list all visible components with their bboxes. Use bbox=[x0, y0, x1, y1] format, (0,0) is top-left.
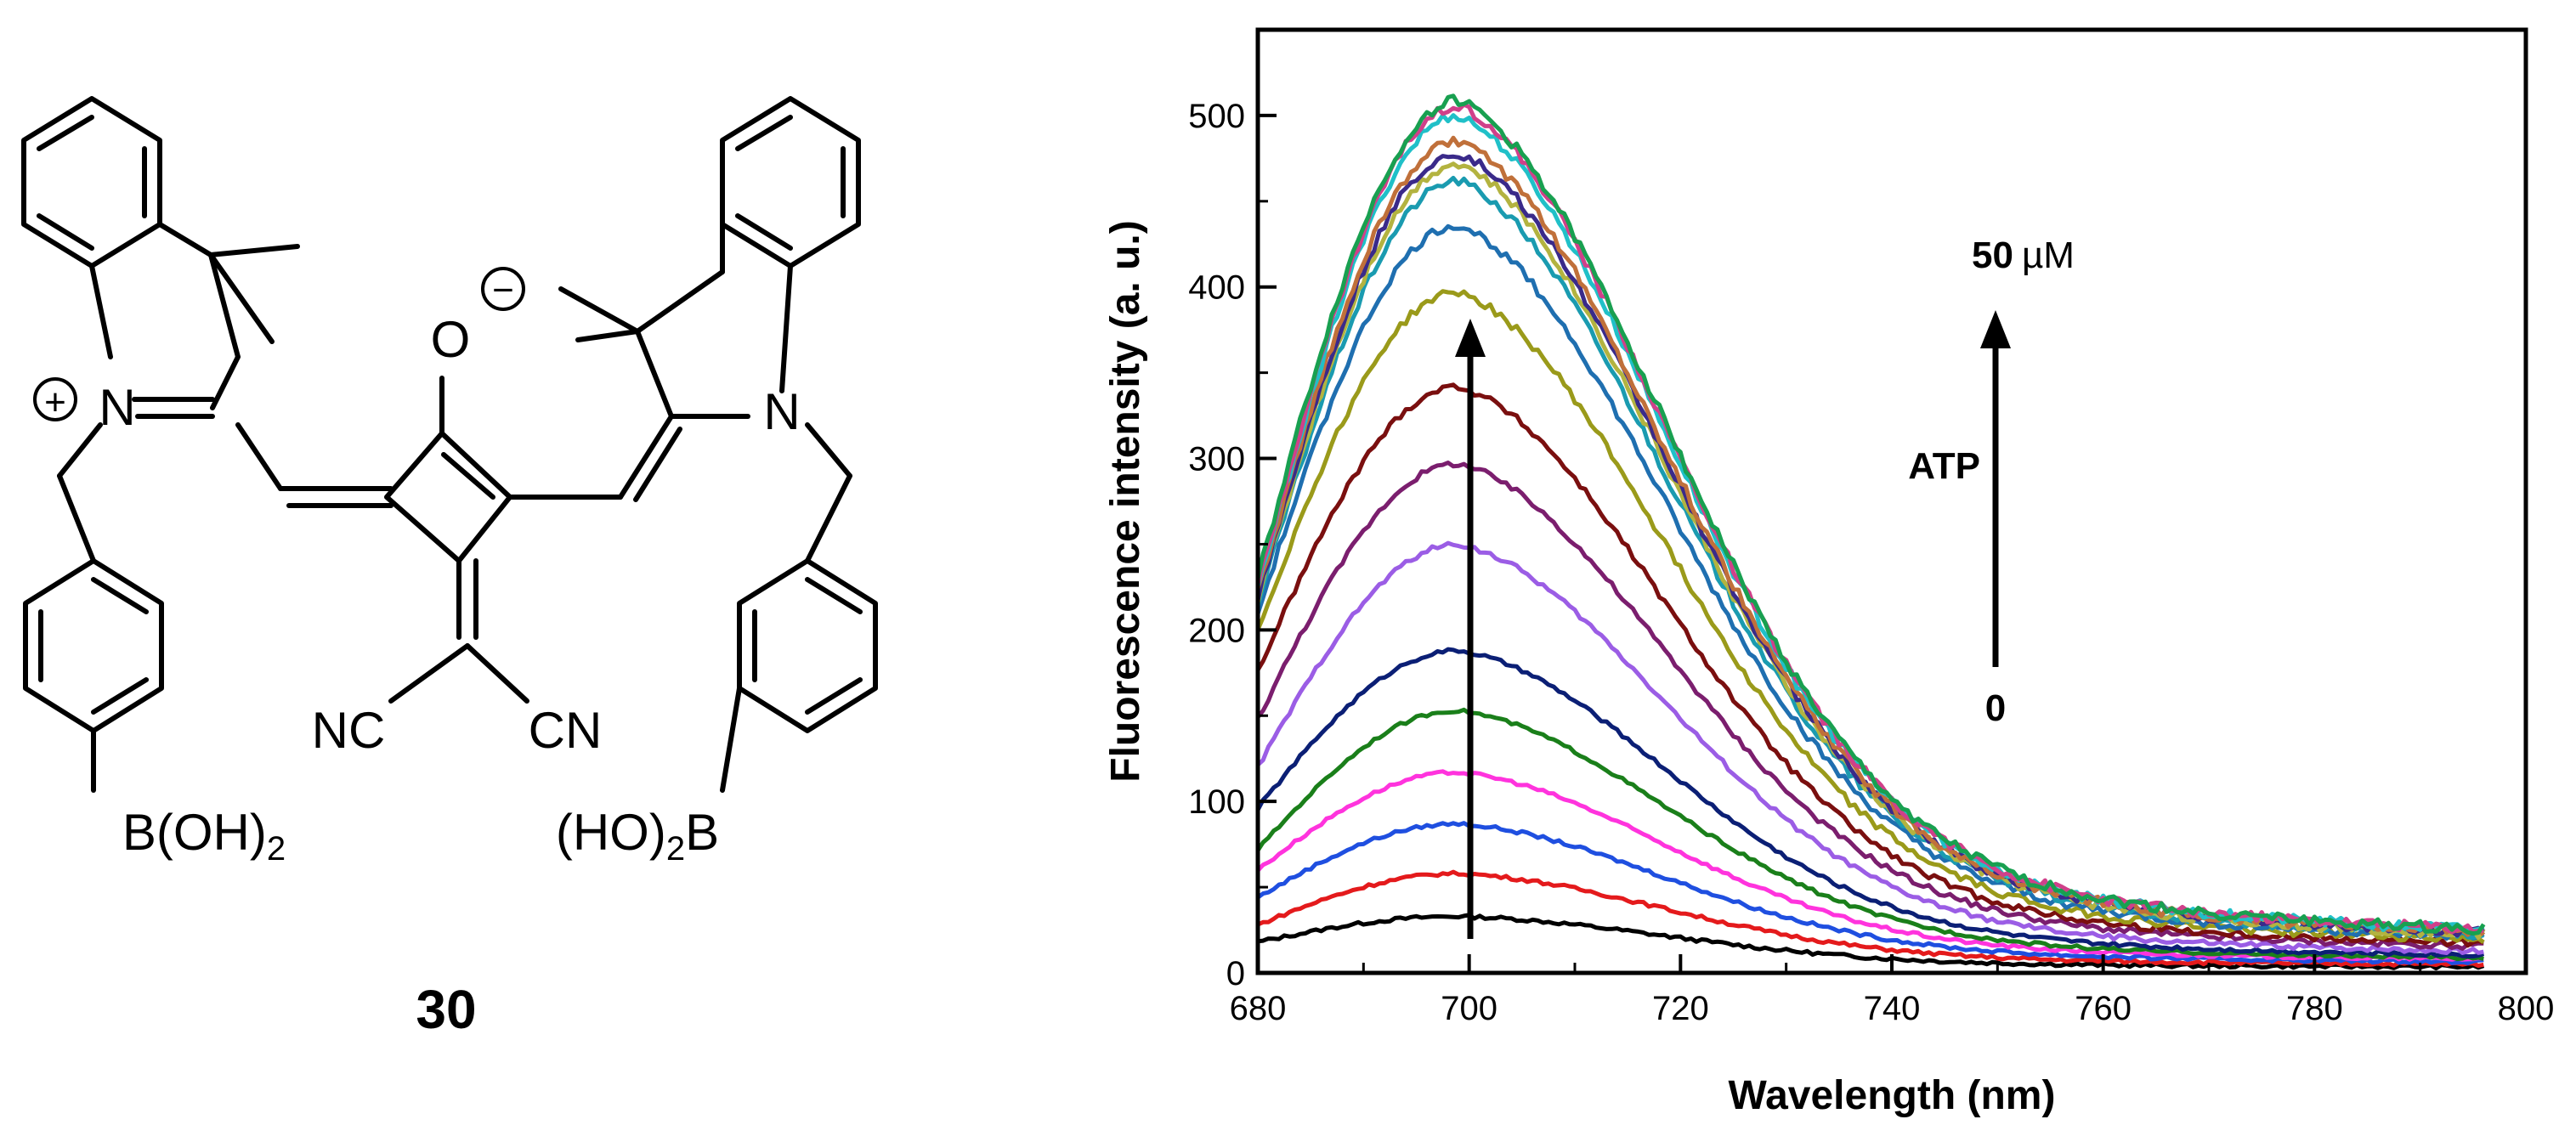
annotation-top: 50 µM bbox=[1972, 235, 2075, 276]
y-axis-ticks: 0 100 200 300 400 500 bbox=[1188, 98, 1277, 992]
y-axis-title: Fluorescence intensity (a. u.) bbox=[1103, 220, 1148, 783]
negative-charge-circle bbox=[481, 267, 525, 311]
y-tick-label-400: 400 bbox=[1188, 269, 1245, 307]
y-tick-label-300: 300 bbox=[1188, 441, 1245, 478]
spectrum-series-6 bbox=[1255, 647, 2485, 958]
y-tick-label-200: 200 bbox=[1188, 612, 1245, 649]
spectrum-series-11 bbox=[1255, 223, 2485, 941]
spectrum-series-15 bbox=[1255, 135, 2486, 937]
annotation-bottom: 0 bbox=[1985, 687, 2006, 729]
right-benzene-ring bbox=[720, 96, 861, 269]
x-tick-label-680: 680 bbox=[1230, 990, 1287, 1027]
charge-minus: − bbox=[492, 269, 514, 311]
boronic-left: B(OH)2 bbox=[122, 804, 286, 868]
left-phenyl-ring bbox=[23, 558, 164, 733]
x-tick-label-740: 740 bbox=[1864, 990, 1921, 1027]
spectrum-series-1 bbox=[1257, 913, 2485, 971]
structure-labels: N + O − N NC CN B(OH)2 (HO)2B 30 bbox=[44, 269, 801, 1040]
x-tick-label-700: 700 bbox=[1441, 990, 1497, 1027]
atom-cn: CN bbox=[529, 702, 603, 759]
spectrum-series-8 bbox=[1256, 461, 2484, 951]
right-phenyl-ring bbox=[737, 558, 878, 733]
spectrum-series-3 bbox=[1256, 821, 2484, 965]
compound-label: 30 bbox=[416, 979, 476, 1040]
annotation-label: ATP bbox=[1908, 445, 1980, 487]
series-layer bbox=[1255, 93, 2486, 971]
spectrum-series-5 bbox=[1255, 707, 2484, 962]
y-tick-label-100: 100 bbox=[1188, 783, 1245, 821]
x-tick-label-800: 800 bbox=[2498, 990, 2555, 1027]
x-tick-label-760: 760 bbox=[2075, 990, 2132, 1027]
atom-oxygen: O bbox=[431, 311, 471, 368]
spectrum-series-7 bbox=[1256, 540, 2484, 955]
x-tick-label-780: 780 bbox=[2286, 990, 2343, 1027]
atom-nc: NC bbox=[312, 702, 386, 759]
spectrum-series-10 bbox=[1255, 289, 2485, 944]
x-axis-ticks: 680 700 720 740 760 780 800 bbox=[1230, 954, 2555, 1027]
fluorescence-chart: 680 700 720 740 760 780 800 0 100 200 300 400 500 W… bbox=[1103, 27, 2555, 1118]
atom-n-plus: N bbox=[99, 379, 135, 436]
atom-n-right: N bbox=[763, 383, 800, 440]
charge-plus: + bbox=[44, 382, 66, 423]
y-tick-label-500: 500 bbox=[1188, 98, 1245, 135]
spectrum-series-9 bbox=[1255, 382, 2485, 948]
legend-arrow-head bbox=[1980, 310, 2011, 348]
left-benzene-ring bbox=[21, 96, 162, 269]
x-axis-title: Wavelength (nm) bbox=[1729, 1073, 2056, 1118]
chemical-structure bbox=[21, 96, 878, 793]
boronic-right: (HO)2B bbox=[556, 804, 719, 868]
y-tick-label-0: 0 bbox=[1226, 955, 1245, 992]
increase-arrow-main-head bbox=[1455, 319, 1486, 357]
spectrum-series-2 bbox=[1256, 869, 2484, 969]
spectrum-series-18 bbox=[1255, 93, 2486, 936]
positive-charge-circle bbox=[33, 377, 77, 421]
x-tick-label-720: 720 bbox=[1652, 990, 1709, 1027]
